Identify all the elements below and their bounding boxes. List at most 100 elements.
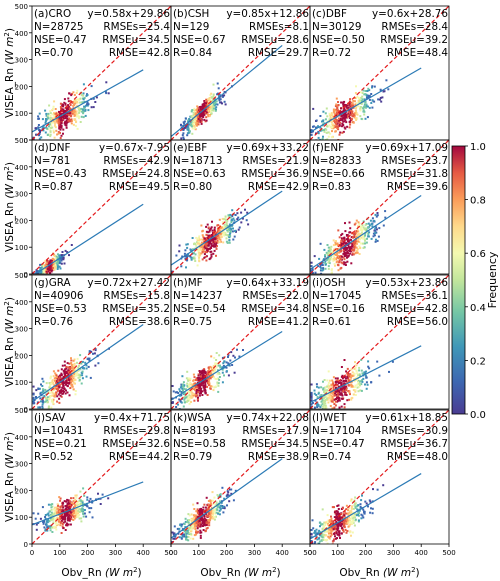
- density-point: [323, 406, 326, 409]
- density-point: [81, 508, 84, 511]
- density-point: [69, 118, 72, 121]
- density-point: [215, 108, 217, 111]
- density-point: [204, 380, 206, 383]
- density-point: [336, 260, 339, 263]
- panel-bcsh: (b)CSHN=129NSE=0.67R=0.84y=0.85x+12.86RM…: [170, 5, 311, 141]
- density-point: [64, 518, 67, 521]
- density-point: [45, 268, 48, 271]
- density-point: [192, 122, 195, 125]
- density-point: [197, 525, 200, 528]
- density-point: [352, 249, 355, 252]
- density-point: [65, 514, 68, 517]
- density-point: [68, 379, 71, 382]
- density-point: [229, 213, 232, 216]
- density-point: [242, 349, 244, 351]
- density-point: [205, 259, 208, 262]
- density-point: [185, 534, 188, 537]
- density-point: [203, 101, 206, 104]
- density-point: [359, 115, 362, 118]
- density-point: [46, 399, 49, 402]
- density-point: [355, 230, 358, 233]
- stat-rmseu: RMSEu=36.9: [241, 168, 309, 180]
- density-point: [190, 110, 193, 113]
- density-point: [52, 265, 55, 267]
- density-point: [184, 530, 187, 533]
- density-point: [365, 387, 368, 390]
- density-point: [332, 115, 334, 118]
- density-point: [207, 370, 210, 373]
- density-point: [359, 237, 362, 240]
- density-point: [213, 386, 216, 389]
- density-point: [209, 387, 212, 390]
- density-point: [209, 365, 212, 368]
- density-point: [366, 229, 368, 232]
- density-point: [34, 127, 37, 130]
- density-point: [91, 516, 94, 519]
- density-point: [320, 394, 323, 396]
- density-point: [345, 394, 348, 396]
- density-point: [69, 112, 72, 115]
- density-point: [64, 109, 67, 112]
- density-point: [337, 229, 340, 232]
- density-point: [54, 262, 57, 264]
- density-point: [90, 350, 93, 353]
- density-point: [218, 509, 221, 512]
- density-point: [199, 536, 202, 539]
- density-point: [182, 389, 184, 392]
- density-point: [364, 100, 367, 103]
- density-point: [198, 385, 201, 388]
- density-point: [323, 248, 326, 251]
- density-point: [354, 251, 357, 254]
- density-point: [67, 377, 70, 380]
- density-point: [53, 268, 56, 271]
- density-point: [358, 101, 361, 104]
- density-point: [354, 239, 357, 242]
- density-point: [222, 511, 225, 514]
- density-point: [319, 269, 322, 272]
- density-point: [361, 235, 364, 238]
- density-point: [226, 230, 229, 233]
- fit-line: [310, 67, 422, 133]
- density-point: [340, 112, 343, 115]
- density-point: [203, 105, 206, 107]
- density-point: [187, 521, 190, 524]
- stat-rmse: RMSE=38.6: [109, 316, 170, 328]
- x-axis-label: Obv_Rn (W m2): [61, 566, 141, 579]
- density-point: [227, 354, 230, 357]
- density-point: [76, 100, 79, 103]
- density-point: [347, 239, 350, 242]
- density-point: [218, 372, 221, 375]
- panel-label: (c)DBF: [312, 8, 347, 20]
- density-point: [210, 247, 213, 249]
- density-point: [230, 492, 233, 495]
- density-point: [45, 520, 48, 523]
- density-point: [62, 385, 65, 388]
- density-point: [67, 366, 70, 369]
- density-point: [193, 522, 196, 525]
- density-point: [69, 511, 72, 514]
- density-point: [195, 236, 198, 239]
- density-point: [36, 272, 39, 274]
- density-point: [367, 222, 370, 225]
- density-point: [317, 130, 320, 133]
- density-point: [68, 371, 71, 374]
- density-point: [51, 264, 54, 267]
- density-point: [52, 120, 55, 123]
- density-point: [210, 255, 213, 258]
- stat-nse: NSE=0.66: [312, 168, 365, 180]
- stat-r: R=0.75: [173, 316, 212, 328]
- density-point: [191, 394, 194, 397]
- density-point: [368, 224, 371, 227]
- density-point: [229, 232, 232, 235]
- density-point: [81, 370, 84, 373]
- density-point: [310, 383, 313, 386]
- density-point: [333, 248, 336, 251]
- density-point: [327, 519, 330, 522]
- density-point: [46, 526, 49, 529]
- density-point: [81, 509, 84, 512]
- density-point: [198, 392, 201, 395]
- density-point: [310, 391, 313, 394]
- density-point: [353, 380, 356, 383]
- density-point: [199, 383, 202, 386]
- density-point: [83, 509, 86, 511]
